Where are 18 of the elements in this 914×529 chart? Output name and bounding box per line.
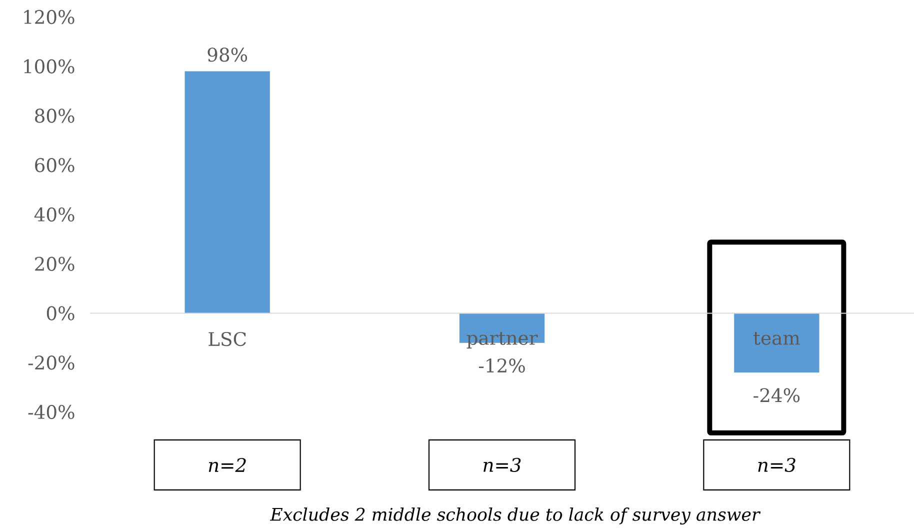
text: n=3 (484, 458, 521, 472)
y-tick-label: 0% (46, 306, 74, 320)
y-tick-label: 100% (24, 59, 74, 74)
data-label: -24% (754, 388, 800, 402)
y-tick-label: 60% (35, 158, 74, 172)
y-tick-label: -20% (28, 356, 74, 370)
text: n=3 (758, 458, 796, 472)
data-label: -12% (478, 358, 525, 373)
y-tick-label: 120% (24, 10, 74, 24)
y-tick-label: -40% (28, 404, 74, 420)
text: Excludes 2 middle schools due to lack of survey answer (270, 507, 761, 525)
x-tick-label: LSC (208, 332, 246, 346)
text: n=2 (208, 458, 246, 472)
data-label: 98% (208, 48, 248, 62)
y-tick-label: 20% (35, 256, 74, 271)
y-tick-label: 40% (34, 207, 74, 222)
y-tick-label: 80% (35, 108, 74, 123)
x-tick-label: team (754, 332, 800, 345)
